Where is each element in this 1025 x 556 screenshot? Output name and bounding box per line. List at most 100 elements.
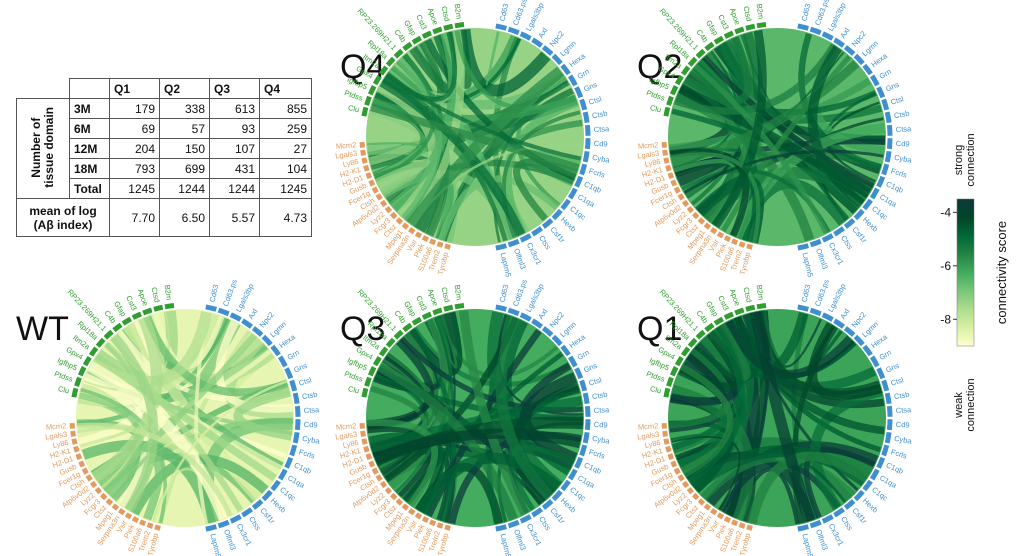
- gene-segment: [884, 431, 892, 444]
- gene-segment: [99, 492, 108, 501]
- gene-label: Cx3cr1: [235, 522, 254, 547]
- gene-segment: [731, 238, 739, 246]
- gene-segment: [821, 312, 834, 322]
- gene-segment: [289, 379, 298, 392]
- gene-segment: [139, 519, 147, 527]
- gene-segment: [432, 26, 443, 35]
- gene-segment: [375, 193, 383, 201]
- gene-segment: [797, 524, 809, 532]
- gene-segment: [574, 175, 584, 188]
- gene-segment: [663, 157, 670, 164]
- gene-label: Clu: [649, 103, 662, 114]
- gene-segment: [574, 86, 584, 99]
- chord-link: [700, 323, 751, 381]
- gene-label: C1qc: [568, 204, 588, 222]
- gene-segment: [541, 326, 554, 337]
- gene-label: Grn: [286, 348, 301, 362]
- gene-segment: [738, 522, 746, 529]
- gene-segment: [723, 516, 732, 523]
- gene-label: B2m: [755, 3, 766, 20]
- gene-label: Ctsd: [149, 286, 161, 303]
- gene-label: Csf1r: [850, 225, 869, 245]
- gene-label: C1qb: [583, 460, 603, 475]
- gene-label: C1qa: [878, 192, 899, 209]
- gene-segment: [551, 208, 563, 221]
- chord-link: [680, 364, 734, 478]
- gene-segment: [579, 379, 588, 392]
- chord-link: [749, 311, 815, 523]
- gene-segment: [270, 344, 281, 357]
- gene-label: Ctsa: [896, 405, 913, 415]
- gene-label: Cyba: [894, 434, 914, 446]
- gene-segment: [363, 445, 370, 453]
- gene-segment: [385, 337, 396, 348]
- gene-label: Hexa: [568, 332, 588, 350]
- chord-panel-q3: Q3CluPtdssIgfbp5Gpx4Itm2aRpl18aRP23.269H…: [335, 278, 612, 556]
- gene-segment: [443, 23, 454, 31]
- gene-segment: [74, 376, 82, 387]
- gene-label: Ctss: [839, 515, 855, 533]
- gene-segment: [853, 53, 865, 66]
- gene-label: Laptm5: [499, 533, 514, 556]
- gene-segment: [367, 85, 377, 96]
- gene-segment: [876, 86, 886, 99]
- gene-label: Olfml3: [222, 528, 238, 551]
- gene-segment: [584, 419, 591, 431]
- gene-segment: [429, 238, 437, 246]
- gene-segment: [567, 187, 578, 200]
- gene-segment: [584, 124, 591, 136]
- gene-label: C1qc: [568, 485, 588, 503]
- gene-segment: [205, 304, 217, 312]
- gene-label: Npc2: [258, 310, 276, 329]
- chord-link: [502, 319, 572, 476]
- gene-label: C1qc: [870, 485, 890, 503]
- gene-label: Olfml3: [512, 247, 528, 270]
- gene-label: Ptdss: [645, 369, 666, 384]
- gene-segment: [884, 150, 892, 163]
- gene-segment: [384, 486, 393, 495]
- gene-label: Lgals3: [335, 149, 358, 161]
- gene-label: B2m: [453, 284, 464, 301]
- gene-segment: [869, 187, 880, 200]
- gene-label: Ptdss: [645, 88, 666, 103]
- gene-segment: [507, 519, 520, 529]
- colorbar-gradient: [956, 198, 975, 347]
- gene-label: Hexb: [559, 215, 578, 234]
- gene-segment: [261, 489, 273, 502]
- gene-label: Lgals3: [335, 430, 358, 442]
- gene-segment: [289, 444, 298, 457]
- gene-label: Ly86: [342, 157, 360, 169]
- chord-link: [721, 54, 852, 233]
- gene-segment: [797, 23, 809, 31]
- gene-segment: [697, 498, 706, 506]
- gene-segment: [495, 243, 507, 251]
- table-cell: 104: [259, 158, 312, 179]
- gene-segment: [560, 479, 571, 492]
- gene-segment: [843, 218, 856, 229]
- gene-segment: [809, 307, 822, 317]
- gene-label: Clu: [57, 384, 70, 395]
- gene-label: Ly86: [52, 438, 70, 450]
- gene-segment: [429, 519, 437, 527]
- chord-link: [385, 73, 582, 161]
- gene-segment: [862, 198, 873, 211]
- gene-segment: [454, 303, 465, 310]
- gene-segment: [667, 453, 675, 461]
- gene-segment: [669, 85, 679, 96]
- gene-segment: [261, 334, 273, 347]
- gene-segment: [886, 124, 893, 136]
- gene-segment: [574, 367, 584, 380]
- colorbar-bottom-label: weakconnection: [953, 378, 977, 431]
- gene-label: Mcm2: [336, 140, 357, 150]
- gene-segment: [669, 366, 679, 377]
- chord-link: [370, 103, 580, 172]
- panel-label: Q1: [637, 310, 682, 348]
- gene-segment: [389, 492, 398, 501]
- gene-label: Ctsa: [896, 124, 913, 134]
- gene-label: Grn: [576, 348, 591, 362]
- gene-segment: [886, 138, 893, 150]
- gene-label: Cd63: [208, 284, 221, 304]
- chord-panel-q4: Q4CluPtdssIgfbp5Gpx4Itm2aRpl18aRP23.269H…: [335, 0, 612, 278]
- gene-segment: [251, 326, 264, 337]
- gene-segment: [408, 508, 416, 516]
